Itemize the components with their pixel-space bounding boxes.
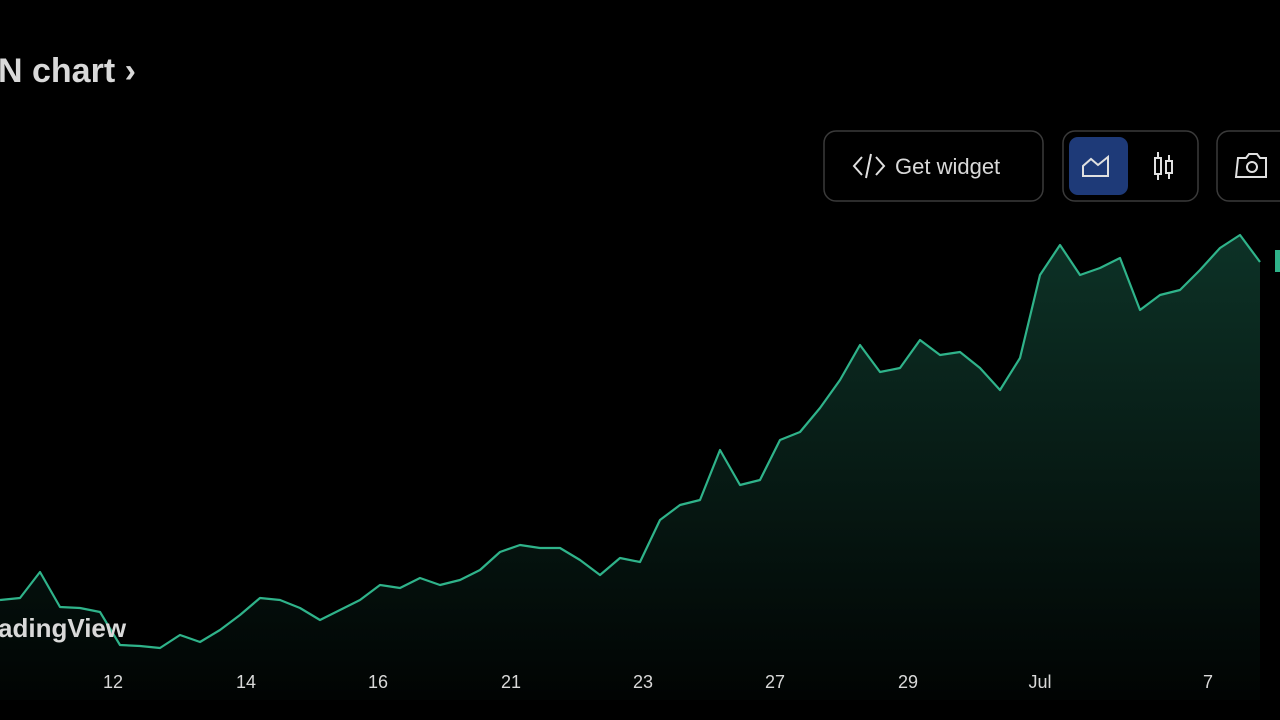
button-frame: [1216, 130, 1280, 202]
area-icon: [1082, 154, 1109, 177]
area-style-button[interactable]: [1069, 137, 1128, 195]
page-title: N chart ›: [0, 52, 136, 90]
x-tick-label: 16: [368, 672, 388, 692]
last-price-marker: [1275, 250, 1280, 272]
screenshot-button[interactable]: [1216, 130, 1280, 202]
camera-icon: [1234, 153, 1267, 178]
x-tick-label: 23: [633, 672, 653, 692]
plot: [0, 233, 1261, 700]
code-icon: [852, 153, 886, 179]
x-tick-label: 29: [898, 672, 918, 692]
x-tick-label: 12: [103, 672, 123, 692]
x-tick-label: Jul: [1028, 672, 1051, 692]
button-label: Get widget: [895, 154, 1000, 179]
x-tick-label: 7: [1203, 672, 1213, 692]
get-widget-button[interactable]: Get widget: [823, 130, 1044, 202]
button-frame: [823, 130, 1044, 202]
candle-style-button[interactable]: [1154, 152, 1173, 180]
x-tick-label: 21: [501, 672, 521, 692]
price-line: [0, 233, 1261, 650]
camera-lens: [1246, 161, 1258, 173]
chart-style-toggle: [1062, 130, 1199, 202]
x-tick-label: 14: [236, 672, 256, 692]
area: [0, 235, 1260, 700]
x-tick-label: 27: [765, 672, 785, 692]
watermark: adingView: [0, 613, 127, 643]
